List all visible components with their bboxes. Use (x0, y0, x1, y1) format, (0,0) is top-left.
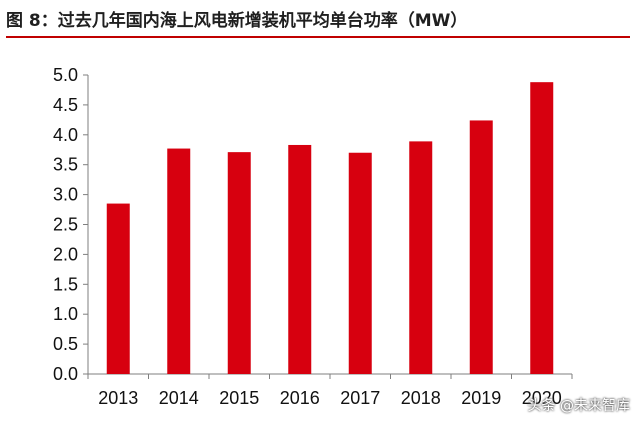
bar-2016 (288, 144, 312, 374)
x-tick-label: 2019 (461, 388, 501, 408)
y-tick-label: 3.0 (53, 185, 78, 205)
bar-2014 (167, 148, 191, 374)
y-axis: 0.0 0.5 1.0 1.5 2.0 2.5 3.0 3.5 4.0 4.5 5.0 (53, 65, 89, 384)
x-tick-label: 2017 (340, 388, 380, 408)
x-tick-label: 2015 (219, 388, 259, 408)
x-tick-label: 2014 (159, 388, 199, 408)
y-tick-label: 0.0 (53, 364, 78, 384)
bar-2020 (530, 82, 554, 375)
bar-2019 (469, 120, 493, 374)
y-tick-label: 2.5 (53, 215, 78, 235)
y-tick-label: 1.5 (53, 274, 78, 294)
bar-2013 (106, 203, 130, 374)
bar-2015 (227, 152, 251, 374)
bar-2018 (409, 141, 433, 374)
figure-caption: 图 8：过去几年国内海上风电新增装机平均单台功率（MW） (6, 11, 468, 31)
x-tick-label: 2013 (98, 388, 138, 408)
y-tick-label: 5.0 (53, 65, 78, 85)
x-tick-label: 2020 (522, 388, 562, 408)
y-tick-label: 0.5 (53, 334, 78, 354)
x-tick-label: 2018 (401, 388, 441, 408)
x-tick-label: 2016 (280, 388, 320, 408)
y-tick-label: 3.5 (53, 155, 78, 175)
y-tick-label: 4.0 (53, 125, 78, 145)
y-tick-label: 2.0 (53, 244, 78, 264)
y-tick-label: 1.0 (53, 304, 78, 324)
x-axis: 2013 2014 2015 2016 2017 2018 2019 2020 (87, 373, 573, 408)
watermark-text: 头条 @未来智库 (527, 398, 630, 414)
caption-divider (6, 36, 630, 38)
y-tick-label: 4.5 (53, 95, 78, 115)
bar-series (106, 82, 554, 375)
bar-2017 (348, 152, 372, 374)
